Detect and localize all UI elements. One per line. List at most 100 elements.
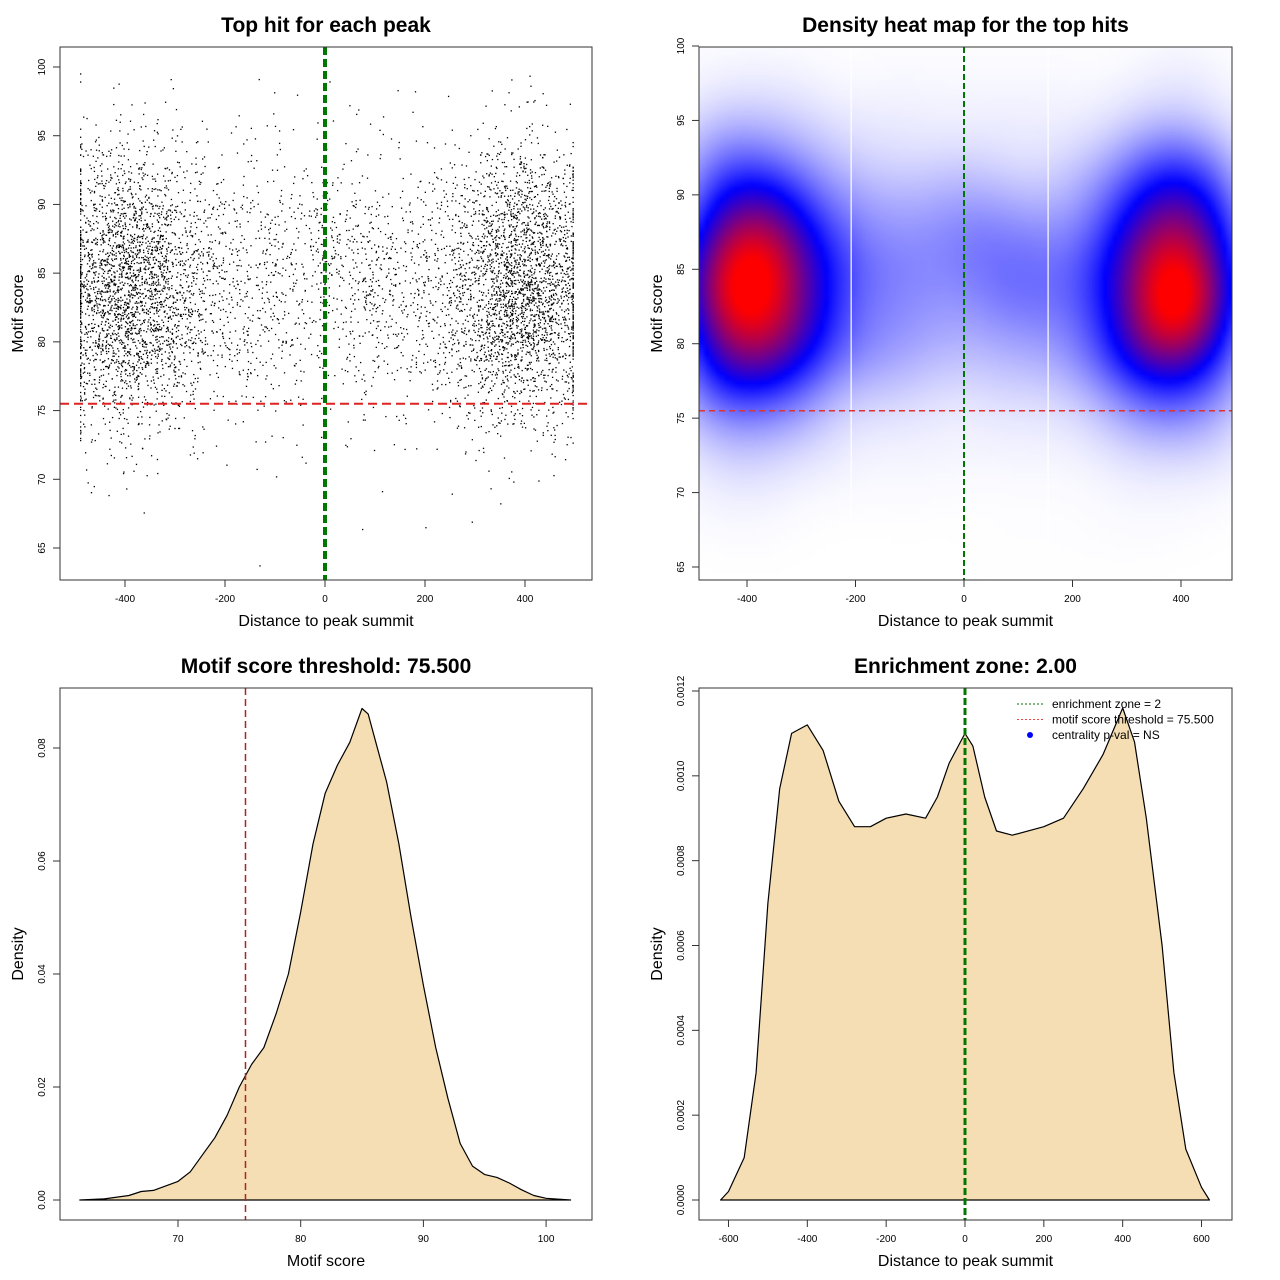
scatter-point (375, 250, 378, 253)
scatter-point (132, 255, 134, 257)
scatter-point (515, 235, 517, 237)
scatter-point (332, 182, 334, 184)
scatter-point (149, 256, 151, 259)
scatter-point (365, 253, 367, 255)
scatter-point (128, 255, 131, 257)
scatter-point (572, 343, 574, 346)
scatter-point (479, 305, 482, 307)
scatter-point (140, 356, 142, 358)
scatter-point (473, 274, 476, 276)
scatter-point (180, 375, 183, 377)
scatter-point (351, 287, 353, 289)
scatter-point (488, 328, 490, 330)
scatter-point (88, 260, 91, 262)
scatter-point (165, 331, 167, 333)
scatter-point (186, 307, 188, 309)
scatter-point (117, 221, 119, 223)
scatter-point (91, 254, 93, 256)
scatter-point (501, 329, 504, 332)
scatter-point (538, 212, 541, 214)
scatter-point (461, 222, 463, 224)
scatter-point (498, 298, 500, 300)
scatter-point (93, 203, 95, 206)
scatter-point (263, 302, 266, 304)
scatter-point (514, 418, 516, 421)
scatter-point (563, 191, 566, 193)
scatter-point (152, 237, 154, 239)
scatter-point (523, 306, 525, 308)
scatter-point (496, 279, 498, 281)
scatter-point (433, 188, 436, 190)
scatter-point (550, 338, 552, 340)
scatter-point (112, 400, 114, 403)
scatter-point (321, 325, 324, 327)
scatter-point (565, 196, 567, 198)
scatter-point (398, 267, 400, 269)
scatter-point (501, 218, 503, 221)
scatter-point (142, 178, 144, 181)
scatter-point (149, 416, 151, 419)
scatter-point (560, 327, 563, 330)
scatter-point (569, 339, 572, 342)
scatter-point (321, 224, 324, 227)
scatter-point (489, 329, 491, 331)
scatter-point (462, 357, 464, 359)
scatter-point (122, 248, 125, 250)
scatter-point (486, 159, 489, 162)
scatter-point (518, 191, 520, 193)
scatter-point (520, 331, 522, 333)
scatter-point (129, 372, 131, 375)
scatter-point (244, 313, 247, 315)
scatter-point (138, 215, 140, 217)
scatter-point (517, 363, 519, 366)
scatter-point (175, 248, 177, 251)
scatter-point (126, 142, 128, 144)
scatter-point (83, 381, 86, 383)
scatter-point (80, 168, 82, 170)
scatter-point (469, 289, 472, 292)
scatter-point (193, 398, 195, 400)
scatter-point (146, 401, 149, 404)
scatter-point (567, 268, 569, 270)
scatter-point (197, 352, 199, 354)
scatter-point (153, 382, 155, 384)
scatter-point (512, 333, 515, 335)
scatter-point (157, 242, 160, 244)
scatter-point (135, 364, 138, 366)
scatter-point (150, 213, 152, 215)
scatter-point (93, 326, 95, 329)
scatter-point (539, 167, 541, 169)
scatter-point (119, 342, 121, 344)
scatter-point (506, 324, 508, 326)
scatter-point (275, 476, 278, 478)
scatter-point (167, 329, 169, 331)
scatter-point (461, 259, 463, 262)
scatter-point (134, 207, 137, 209)
scatter-point (96, 291, 99, 293)
scatter-point (143, 342, 145, 344)
scatter-point (502, 335, 504, 337)
scatter-point (490, 320, 492, 323)
scatter-point (183, 171, 185, 173)
scatter-point (392, 304, 394, 306)
scatter-point (547, 310, 549, 312)
scatter-point (310, 333, 312, 335)
scatter-point (432, 286, 434, 289)
scatter-point (451, 200, 453, 202)
scatter-point (442, 236, 445, 239)
scatter-point (163, 277, 165, 279)
scatter-point (124, 217, 126, 219)
scatter-point (370, 285, 373, 287)
scatter-point (132, 339, 134, 341)
scatter-point (149, 291, 151, 293)
scatter-point (96, 227, 99, 229)
scatter-point (141, 343, 144, 346)
scatter-point (161, 264, 163, 266)
scatter-point (288, 312, 290, 315)
scatter-point (80, 356, 82, 358)
scatter-point (538, 288, 540, 290)
scatter-point (95, 185, 97, 187)
scatter-point (511, 292, 514, 295)
scatter-point (124, 294, 126, 296)
scatter-point (340, 313, 342, 315)
